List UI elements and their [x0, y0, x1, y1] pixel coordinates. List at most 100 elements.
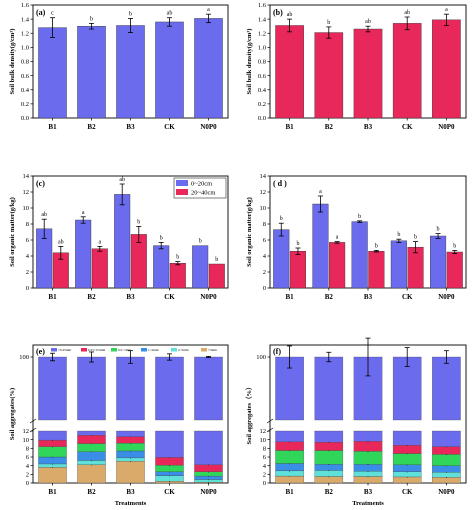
axis-break-gap: [270, 421, 466, 430]
significance-label: a: [336, 235, 339, 241]
x-tick-label: N0P0: [200, 488, 217, 496]
y-tick-label: 8: [263, 446, 266, 453]
stack-segment: [155, 475, 184, 482]
stack-segment: [392, 476, 422, 484]
stack-segment: [314, 450, 344, 465]
bar: [194, 18, 223, 119]
y-tick-label: 6: [263, 454, 267, 461]
y-tick-label: 0.4: [21, 87, 30, 94]
legend-swatch: [81, 348, 87, 352]
significance-label: b: [129, 11, 132, 17]
legend-swatch: [51, 348, 57, 352]
bar: [116, 25, 145, 119]
x-tick-label: B3: [126, 488, 135, 496]
y-axis-title: Soil aggregates(%): [9, 388, 16, 440]
y-tick-label: 0: [263, 480, 266, 487]
y-axis-title: Soil aggregates（%）: [245, 383, 253, 444]
x-tick-label: B2: [325, 293, 334, 301]
x-tick-label: B1: [286, 293, 295, 301]
stack-segment-top-upper: [392, 356, 422, 421]
stack-segment-top: [77, 430, 106, 436]
y-tick-label: 1.4: [21, 16, 30, 23]
y-tick-label: 2: [26, 269, 29, 276]
y-tick-label: 1.0: [258, 45, 266, 52]
stack-segment: [314, 476, 344, 484]
y-tick-label: 1.2: [21, 30, 29, 37]
legend-swatch: [201, 348, 207, 352]
y-tick-label: 0: [26, 285, 29, 292]
bar: [392, 23, 422, 119]
y-tick-label: 0.6: [258, 73, 267, 80]
y-axis-title: Soil bulk density(g/cm³): [9, 29, 16, 95]
y-tick-label: 0.4: [258, 87, 267, 94]
y-axis-title: Soil bulk density(g/cm³): [246, 29, 253, 95]
y-tick-label: 100: [19, 354, 29, 361]
significance-label: a: [98, 239, 101, 245]
stack-segment: [314, 442, 344, 451]
panel-label: ( d ): [273, 179, 287, 188]
significance-label: a: [319, 189, 322, 195]
significance-label: b: [280, 216, 283, 222]
bar-topsoil: [312, 203, 329, 289]
y-tick-label: 12: [23, 428, 30, 435]
legend-label: 0.5~1mm: [118, 348, 131, 352]
legend-label: 1~2mm: [148, 348, 159, 352]
y-tick-label: 0: [263, 285, 266, 292]
stack-segment: [38, 439, 67, 447]
y-tick-label: 10: [260, 437, 267, 444]
y-tick-label: 8: [263, 221, 266, 228]
y-tick-label: 2: [263, 472, 266, 479]
panel-label: (a): [36, 8, 46, 17]
significance-label: b: [137, 219, 140, 225]
stack-segment: [116, 436, 145, 444]
bar-subsoil: [289, 250, 306, 289]
y-tick-label: 4: [26, 253, 30, 260]
stack-segment: [77, 435, 106, 444]
legend-label: 20~40cm: [191, 190, 215, 197]
stack-segment: [392, 453, 422, 465]
stack-segment: [116, 461, 145, 484]
bar-subsoil: [407, 246, 424, 289]
stack-segment: [38, 456, 67, 465]
stack-segment-top: [116, 430, 145, 437]
significance-label: b: [327, 20, 330, 26]
x-tick-label: N0P0: [438, 293, 455, 301]
x-axis-title: Treatments: [115, 500, 147, 507]
significance-label: ab: [167, 11, 173, 17]
bar: [155, 21, 184, 119]
y-tick-label: 100: [256, 354, 266, 361]
stack-segment: [432, 446, 461, 455]
y-tick-label: 12: [23, 189, 30, 196]
stack-segment: [392, 464, 422, 472]
panel-label: (c): [36, 179, 45, 188]
y-tick-label: 0.2: [21, 101, 29, 108]
bar-topsoil: [114, 194, 131, 289]
axis-break-mark: [29, 418, 37, 424]
stack-segment-top: [353, 430, 383, 442]
y-tick-label: 1.6: [258, 2, 267, 9]
significance-label: b: [414, 235, 417, 241]
axis-break-mark: [266, 418, 274, 424]
stack-segment-top: [155, 430, 184, 458]
stack-segment-top-upper: [77, 356, 106, 421]
x-tick-label: N0P0: [200, 293, 217, 301]
stack-segment: [353, 476, 383, 484]
x-tick-label: N0P0: [438, 123, 455, 131]
stack-segment: [432, 454, 461, 466]
legend-swatch: [171, 348, 177, 352]
stack-segment: [116, 450, 145, 459]
significance-label: b: [375, 243, 378, 249]
x-tick-label: CK: [164, 488, 175, 496]
significance-label: ab: [41, 212, 47, 218]
stack-segment: [77, 460, 106, 465]
axis-break-mark: [29, 427, 37, 433]
x-tick-label: B2: [87, 293, 96, 301]
stack-segment: [392, 445, 422, 454]
stack-segment: [353, 451, 383, 465]
y-tick-label: 10: [23, 437, 30, 444]
stack-segment-top-upper: [155, 356, 184, 421]
legend-swatch: [176, 180, 188, 186]
legend-swatch: [111, 348, 117, 352]
bar-topsoil: [390, 240, 407, 289]
significance-label: ab: [287, 12, 293, 18]
